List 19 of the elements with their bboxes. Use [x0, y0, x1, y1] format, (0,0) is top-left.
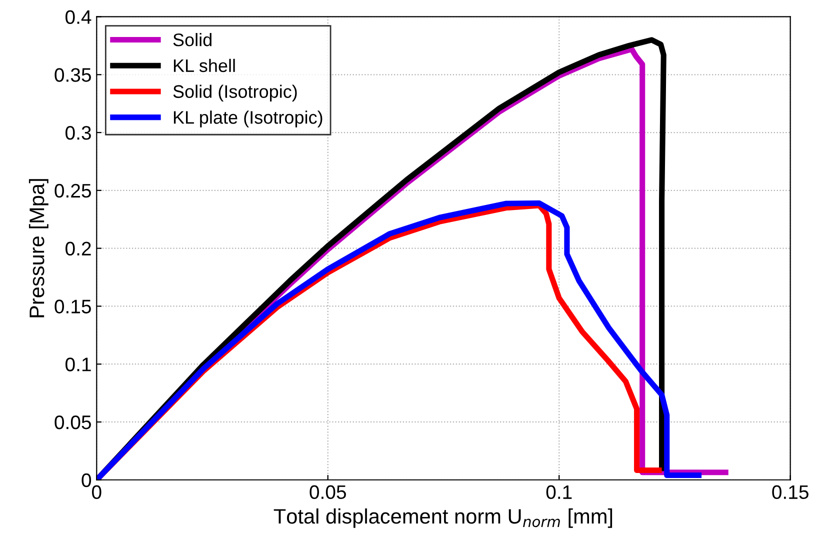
legend-label: Solid: [173, 32, 212, 46]
x-tick-label: 0.15: [772, 485, 808, 500]
y-tick-label: 0.25: [54, 184, 91, 198]
x-tick-label: 0: [92, 485, 102, 500]
x-tick-label: 0.05: [310, 485, 346, 500]
y-tick-label: 0.4: [66, 10, 92, 24]
y-tick-label: 0.35: [54, 68, 91, 82]
legend-label: Solid (Isotropic): [173, 84, 297, 102]
x-axis-title: Total displacement norm U$_{norm}$ [mm]: [274, 508, 612, 528]
y-tick-label: 0.3: [66, 126, 91, 140]
y-tick-label: 0.05: [54, 415, 91, 430]
x-tick-label: 0.1: [546, 485, 572, 500]
y-tick-label: 0.2: [66, 242, 91, 256]
y-axis-title: Pressure [Mpa]: [28, 179, 48, 318]
legend-label: KL shell: [174, 58, 235, 72]
y-tick-label: 0.15: [54, 300, 91, 314]
y-tick-label: 0.1: [66, 358, 91, 372]
y-tick-label: 0: [82, 473, 92, 488]
legend-label: KL plate (Isotropic): [174, 110, 322, 128]
